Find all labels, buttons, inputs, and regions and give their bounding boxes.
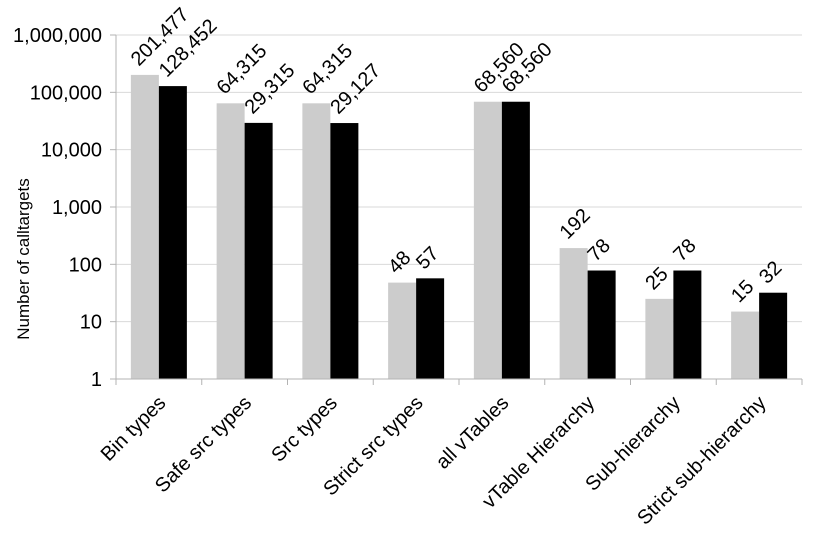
- data-label: 48: [384, 247, 415, 278]
- x-tick-label: Src types: [267, 392, 342, 467]
- bar: [216, 103, 245, 380]
- bar: [244, 122, 273, 380]
- bar: [759, 292, 788, 379]
- y-tick-label: 1,000,000: [13, 25, 102, 47]
- bar: [559, 248, 588, 379]
- bar: [388, 282, 417, 379]
- data-label: 32: [755, 257, 786, 288]
- y-tick-label: 100,000: [30, 82, 102, 104]
- bar: [158, 86, 187, 380]
- data-label: 78: [584, 235, 615, 266]
- data-label: 15: [727, 276, 758, 307]
- data-label: 192: [556, 204, 595, 243]
- data-label: 78: [669, 235, 700, 266]
- bar: [587, 270, 616, 379]
- data-label: 25: [641, 263, 672, 294]
- x-tick-label: Bin types: [97, 392, 171, 466]
- bar: [673, 270, 702, 379]
- axes: [115, 35, 803, 385]
- y-tick-label: 1: [91, 369, 102, 391]
- y-tick-label: 1,000: [52, 197, 102, 219]
- bar: [302, 103, 331, 380]
- x-tick-label: all vTables: [432, 392, 514, 474]
- bar: [416, 278, 445, 379]
- y-axis-label: Number of calltargets: [14, 178, 33, 340]
- y-tick-label: 10,000: [41, 140, 102, 162]
- bar: [473, 101, 502, 380]
- bars: [130, 74, 788, 380]
- bar: [731, 311, 760, 379]
- bar: [645, 298, 674, 379]
- y-tick-label: 100: [69, 254, 102, 276]
- y-axis-ticks: 1 10 100 1,000 10,000 100,000 1,000,000: [13, 25, 116, 391]
- data-label: 57: [412, 243, 443, 274]
- bar: [501, 101, 530, 380]
- bar: [130, 74, 159, 379]
- y-tick-label: 10: [80, 312, 102, 334]
- bar: [330, 123, 359, 379]
